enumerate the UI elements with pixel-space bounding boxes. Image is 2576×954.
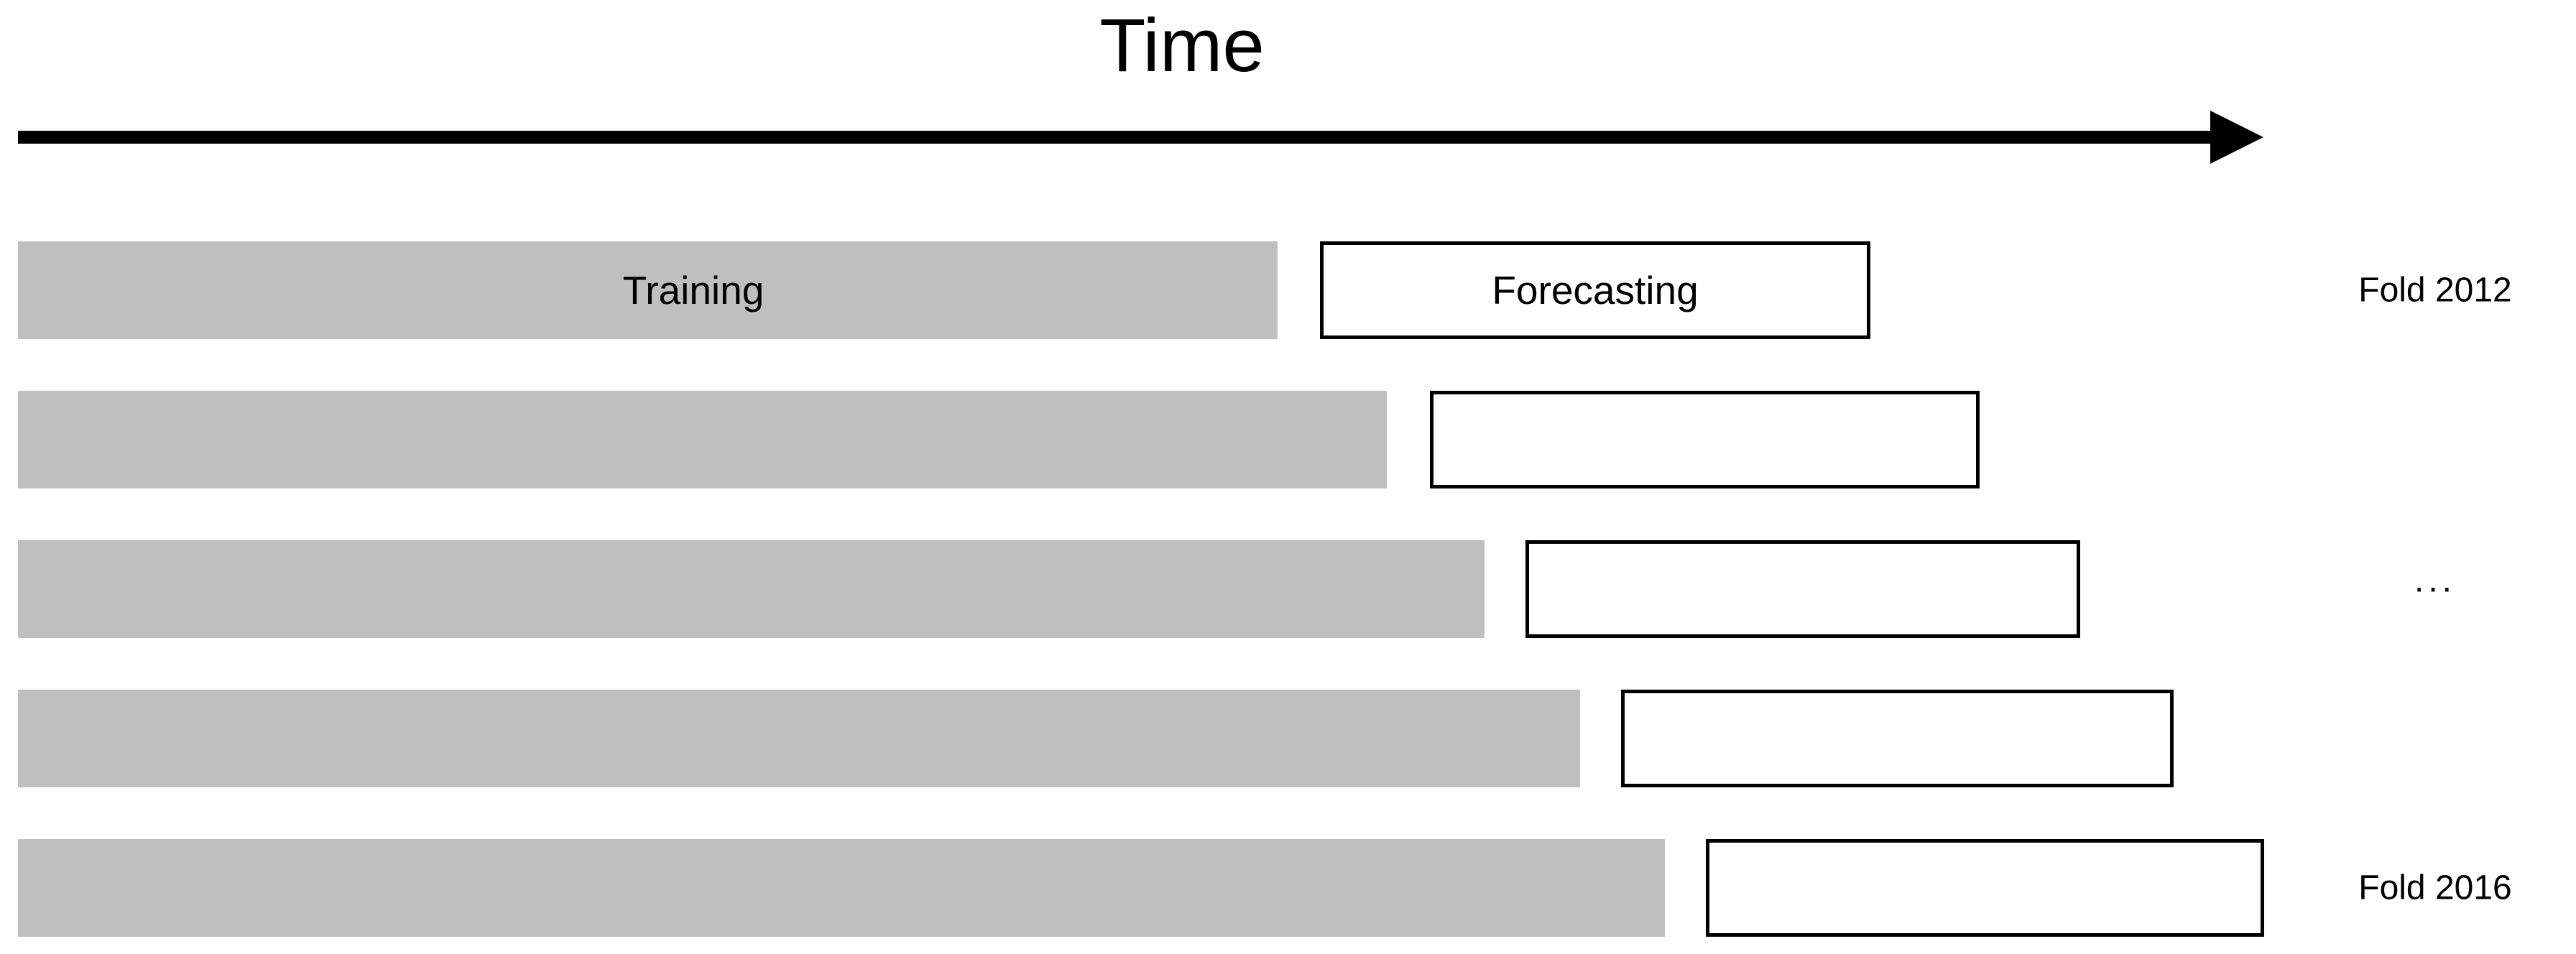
training-bar-label: Training <box>622 268 765 312</box>
fold-row <box>0 540 2576 638</box>
training-bar <box>18 391 1387 488</box>
time-axis-title: Time <box>1099 4 1265 88</box>
fold-ellipsis-label: ... <box>2414 561 2457 600</box>
training-bar: Training <box>18 241 1278 339</box>
fold-row: Training Forecasting <box>0 241 2576 339</box>
training-bar <box>18 690 1580 787</box>
fold-row <box>0 391 2576 488</box>
fold-row <box>0 690 2576 787</box>
forecasting-box: Forecasting <box>1320 241 1870 339</box>
time-arrow-line <box>18 131 2217 144</box>
forecasting-box <box>1430 391 1980 488</box>
fold-row <box>0 839 2576 937</box>
training-bar <box>18 540 1485 638</box>
forecasting-box <box>1621 690 2174 787</box>
forecasting-box <box>1525 540 2080 638</box>
forecasting-box-label: Forecasting <box>1492 268 1699 312</box>
fold-label: Fold 2016 <box>2358 869 2512 907</box>
forecasting-box <box>1706 839 2264 937</box>
time-arrow-head-icon <box>2210 111 2263 164</box>
training-bar <box>18 839 1665 937</box>
fold-label: Fold 2012 <box>2358 271 2512 310</box>
